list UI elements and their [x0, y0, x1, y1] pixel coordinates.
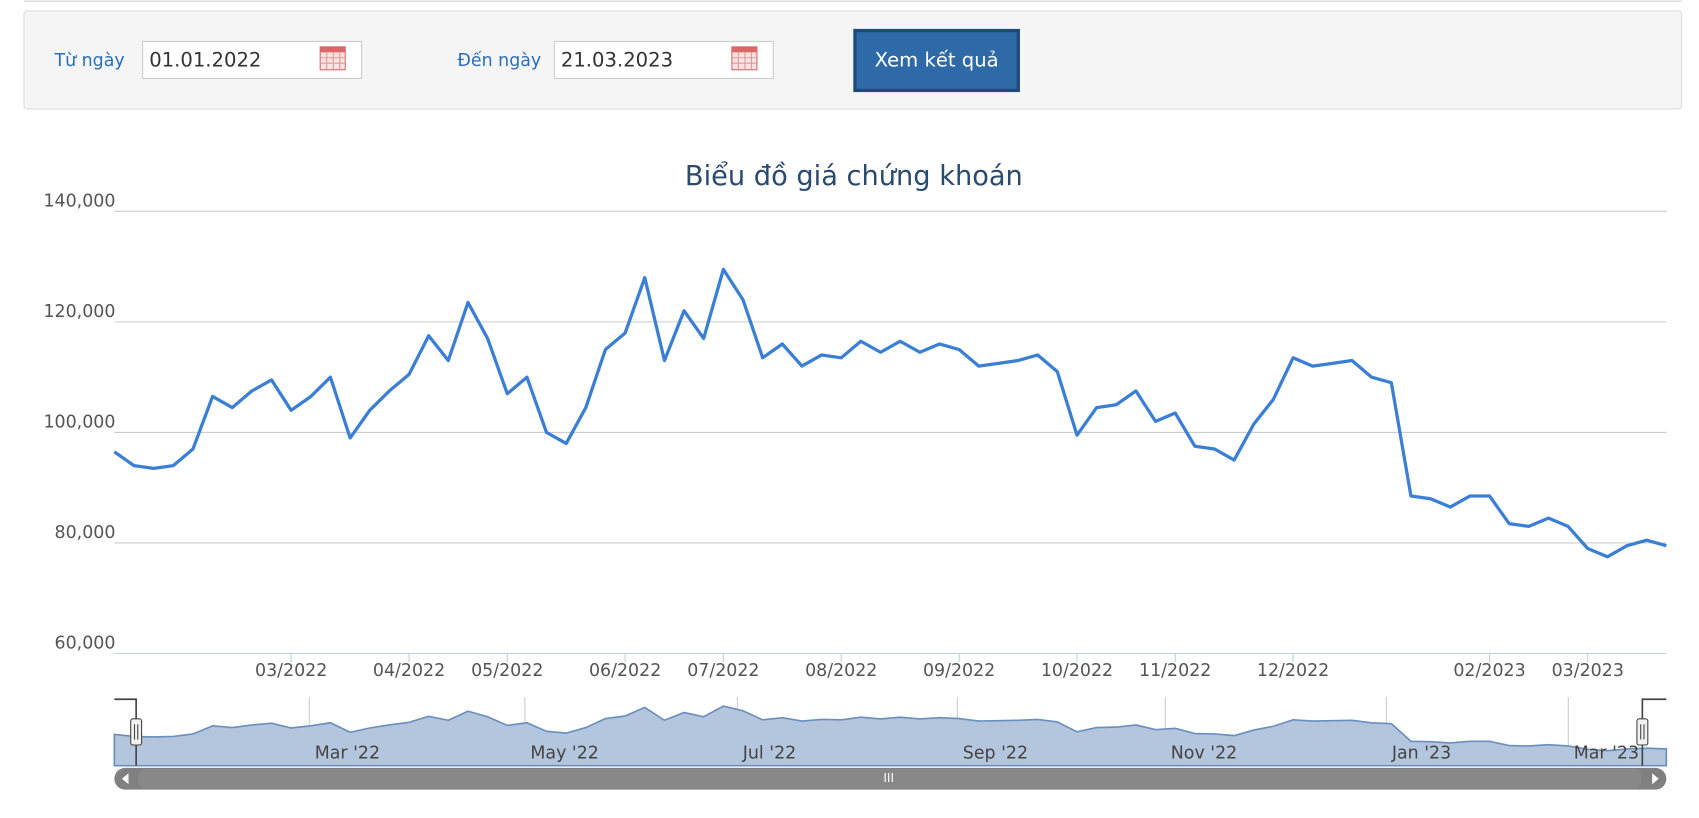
navigator-handle[interactable] [1636, 718, 1649, 746]
x-tick-label: 04/2022 [373, 661, 445, 681]
navigator-label: Jul '22 [742, 744, 796, 764]
scroll-left[interactable] [121, 773, 129, 785]
navigator-label: Sep '22 [963, 744, 1028, 764]
scroll-right[interactable] [1652, 773, 1659, 785]
scrollbar-grip: III [883, 771, 894, 785]
y-tick-label: 120,000 [43, 302, 115, 322]
x-tick-label: 10/2022 [1041, 661, 1113, 681]
submit-button[interactable] [853, 28, 1020, 93]
x-tick-label: 06/2022 [589, 661, 661, 681]
handle-grip [133, 724, 139, 740]
to-value: 21.03.2023 [561, 49, 673, 72]
chart-title: Biểu đồ giá chứng khoán [685, 161, 1023, 192]
navigator-label: Nov '22 [1171, 744, 1237, 764]
handle-grip [1640, 724, 1645, 740]
button-label: Xem kết quả [875, 49, 999, 72]
navigator-label: Mar '22 [315, 744, 380, 764]
x-tick-label: 07/2022 [687, 661, 759, 681]
filter-panel [23, 10, 1683, 110]
navigator-area [113, 705, 1668, 767]
y-tick-label: 140,000 [43, 192, 115, 212]
y-tick-label: 80,000 [55, 523, 116, 543]
x-tick-label: 03/2022 [255, 661, 327, 681]
x-tick-label: 09/2022 [923, 661, 995, 681]
from-label: Từ ngày [53, 51, 124, 71]
calendar-icon[interactable] [319, 46, 346, 71]
x-tick-label: 12/2022 [1257, 661, 1329, 681]
calendar-icon[interactable] [731, 46, 758, 71]
scrollbar-thumb [138, 768, 1642, 789]
price-line [113, 267, 1667, 559]
y-tick-label: 60,000 [55, 634, 116, 654]
x-tick-label: 08/2022 [805, 661, 877, 681]
y-tick-label: 100,000 [43, 413, 115, 433]
from-value: 01.01.2022 [149, 49, 261, 72]
x-tick-label: 11/2022 [1139, 661, 1211, 681]
to-label: Đến ngày [457, 50, 541, 71]
navigator-handle[interactable] [130, 718, 143, 746]
navigator-label: Jan '23 [1391, 744, 1451, 764]
navigator-label: Mar '23 [1574, 744, 1639, 764]
x-tick-label: 02/2023 [1453, 661, 1525, 681]
navigator-label: May '22 [530, 744, 598, 764]
x-tick-label: 05/2022 [471, 661, 543, 681]
x-tick-label: 03/2023 [1552, 661, 1624, 681]
